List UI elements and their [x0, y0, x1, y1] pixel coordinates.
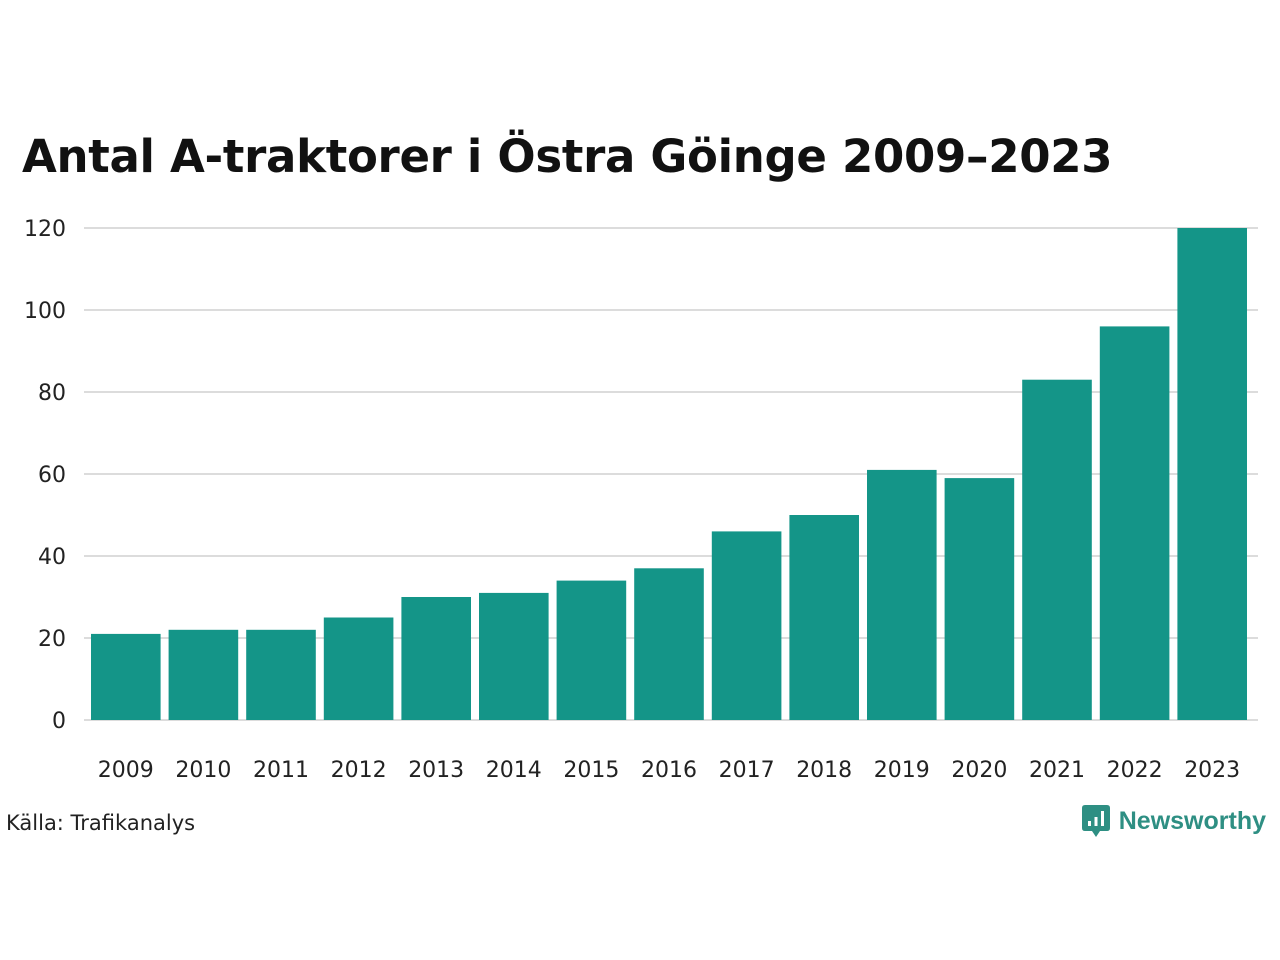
y-axis-labels: 0 20 40 60 80 100 120 [24, 217, 66, 734]
x-tick-label: 2015 [563, 758, 619, 783]
bars [91, 228, 1247, 720]
x-axis-labels: 2009 2010 2011 2012 2013 2014 2015 2016 2017 2018… [98, 758, 1240, 783]
bar-2014 [479, 592, 549, 720]
x-tick-label: 2016 [641, 758, 697, 783]
bar-2012 [323, 617, 394, 720]
source-note: Källa: Trafikanalys [6, 811, 196, 835]
bar-2021 [1022, 379, 1092, 720]
bar-2013 [401, 597, 471, 720]
bar-2017 [711, 531, 782, 720]
newsworthy-logo-icon [1081, 805, 1110, 837]
bar-2018 [789, 515, 859, 720]
x-tick-label: 2011 [253, 758, 309, 783]
bar-2010 [168, 629, 239, 720]
y-tick-label: 100 [24, 299, 66, 324]
x-tick-label: 2010 [175, 758, 231, 783]
brand-logo: Newsworthy [1081, 803, 1266, 839]
bar-2022 [1099, 326, 1170, 720]
bar-2009 [91, 633, 161, 720]
bar-2015 [556, 580, 627, 720]
x-tick-label: 2022 [1107, 758, 1163, 783]
x-tick-label: 2014 [486, 758, 542, 783]
y-tick-label: 60 [38, 463, 66, 488]
bar-2023 [1177, 228, 1247, 720]
x-tick-label: 2023 [1184, 758, 1240, 783]
bar-2020 [944, 478, 1015, 720]
bar-2011 [246, 629, 316, 720]
chart-title: Antal A-traktorer i Östra Göinge 2009–20… [22, 130, 1113, 183]
y-tick-label: 120 [24, 217, 66, 242]
bar-2016 [634, 568, 704, 720]
x-tick-label: 2012 [331, 758, 387, 783]
brand-name: Newsworthy [1118, 806, 1266, 835]
x-tick-label: 2021 [1029, 758, 1085, 783]
y-tick-label: 20 [38, 627, 66, 652]
y-tick-label: 0 [52, 709, 66, 734]
bar-2019 [867, 469, 937, 720]
x-tick-label: 2017 [719, 758, 775, 783]
x-tick-label: 2009 [98, 758, 154, 783]
x-tick-label: 2020 [951, 758, 1007, 783]
x-tick-label: 2019 [874, 758, 930, 783]
x-tick-label: 2013 [408, 758, 464, 783]
y-tick-label: 80 [38, 381, 66, 406]
x-tick-label: 2018 [796, 758, 852, 783]
y-tick-label: 40 [38, 545, 66, 570]
